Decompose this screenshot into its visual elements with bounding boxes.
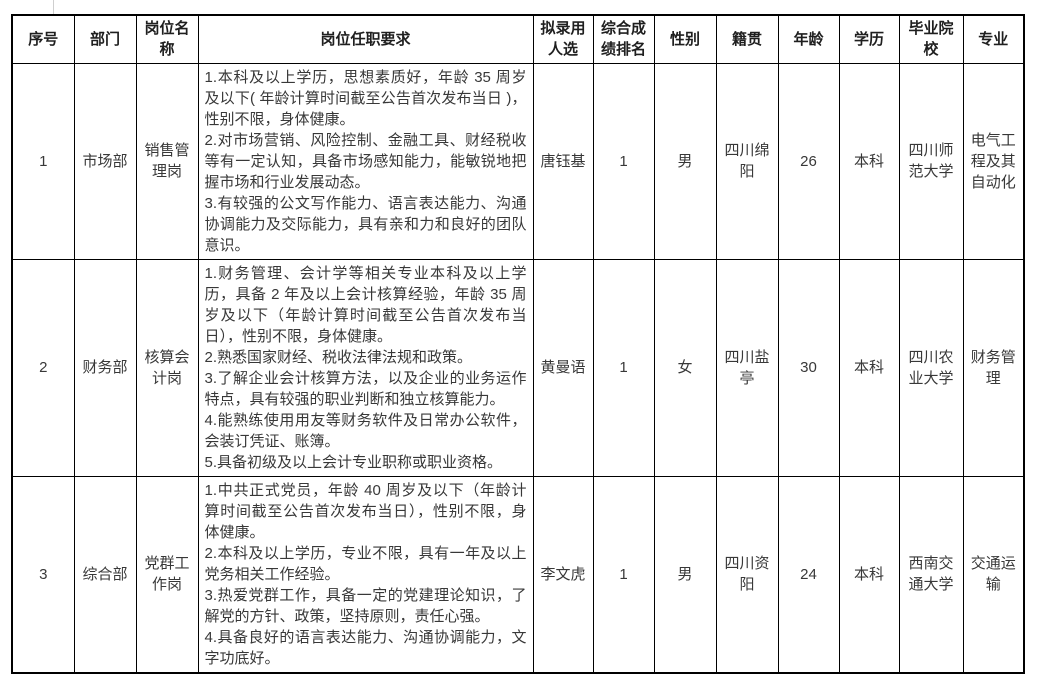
cell-candidate: 黄曼语 — [532, 258, 594, 477]
cell-index: 2 — [11, 258, 75, 477]
table-body: 1 市场部 销售管理岗 1.本科及以上学历，思想素质好，年龄 35 周岁及以下( 年龄… — [11, 62, 1025, 673]
col-header-position: 岗位名称 — [135, 14, 199, 64]
margin-guide-line — [53, 0, 54, 14]
table-row: 3 综合部 党群工作岗 1.中共正式党员，年龄 40 周岁及以下（年龄计算时间截至公告… — [11, 475, 1025, 673]
cell-dept: 市场部 — [73, 62, 137, 260]
requirement-item: 3.了解企业会计核算方法，以及企业的业务运作特点，具有较强的职业判断和独立核算能… — [204, 369, 527, 408]
col-header-dept: 部门 — [73, 14, 137, 64]
col-header-candidate: 拟录用人选 — [532, 14, 594, 64]
table-row: 1 市场部 销售管理岗 1.本科及以上学历，思想素质好，年龄 35 周岁及以下( 年龄… — [11, 62, 1025, 260]
requirement-item: 1.本科及以上学历，思想素质好，年龄 35 周岁及以下( 年龄计算时间截至公告首… — [204, 68, 527, 128]
cell-position: 党群工作岗 — [135, 475, 199, 673]
requirement-item: 2.本科及以上学历，专业不限，具有一年及以上党务相关工作经验。 — [204, 544, 527, 583]
requirement-item: 3.热爱党群工作，具备一定的党建理论知识，了解党的方针、政策，坚持原则，责任心强… — [204, 586, 527, 625]
cell-gender: 男 — [653, 62, 717, 260]
cell-position: 核算会计岗 — [135, 258, 199, 477]
cell-rank: 1 — [592, 62, 655, 260]
cell-rank: 1 — [592, 258, 655, 477]
col-header-hometown: 籍贯 — [715, 14, 779, 64]
cell-major: 交通运输 — [962, 475, 1025, 673]
cell-age: 30 — [777, 258, 840, 477]
cell-major: 电气工程及其自动化 — [962, 62, 1025, 260]
cell-education: 本科 — [838, 258, 900, 477]
col-header-index: 序号 — [11, 14, 75, 64]
cell-hometown: 四川资阳 — [715, 475, 779, 673]
col-header-major: 专业 — [962, 14, 1025, 64]
requirement-item: 1.中共正式党员，年龄 40 周岁及以下（年龄计算时间截至公告首次发布当日），性… — [204, 481, 527, 541]
cell-dept: 综合部 — [73, 475, 137, 673]
cell-index: 3 — [11, 475, 75, 673]
requirement-item: 3.有较强的公文写作能力、语言表达能力、沟通协调能力及交际能力，具有亲和力和良好… — [204, 194, 527, 254]
cell-requirements: 1.财务管理、会计学等相关专业本科及以上学历，具备 2 年及以上会计核算经验，年… — [197, 258, 534, 477]
cell-hometown: 四川绵阳 — [715, 62, 779, 260]
col-header-school: 毕业院校 — [898, 14, 964, 64]
col-header-education: 学历 — [838, 14, 900, 64]
cell-candidate: 李文虎 — [532, 475, 594, 673]
cell-rank: 1 — [592, 475, 655, 673]
requirement-item: 5.具备初级及以上会计专业职称或职业资格。 — [204, 453, 503, 471]
cell-gender: 男 — [653, 475, 717, 673]
cell-position: 销售管理岗 — [135, 62, 199, 260]
cell-age: 24 — [777, 475, 840, 673]
requirement-item: 2.对市场营销、风险控制、金融工具、财经税收等有一定认知，具备市场感知能力，能敏… — [204, 131, 527, 191]
requirement-item: 2.熟悉国家财经、税收法律法规和政策。 — [204, 348, 473, 366]
col-header-age: 年龄 — [777, 14, 840, 64]
cell-dept: 财务部 — [73, 258, 137, 477]
cell-requirements: 1.中共正式党员，年龄 40 周岁及以下（年龄计算时间截至公告首次发布当日），性… — [197, 475, 534, 673]
cell-requirements: 1.本科及以上学历，思想素质好，年龄 35 周岁及以下( 年龄计算时间截至公告首… — [197, 62, 534, 260]
col-header-gender: 性别 — [653, 14, 717, 64]
cell-school: 西南交通大学 — [898, 475, 964, 673]
cell-age: 26 — [777, 62, 840, 260]
table-row: 2 财务部 核算会计岗 1.财务管理、会计学等相关专业本科及以上学历，具备 2 年及以… — [11, 258, 1025, 477]
requirement-item: 4.具备良好的语言表达能力、沟通协调能力，文字功底好。 — [204, 628, 527, 667]
cell-gender: 女 — [653, 258, 717, 477]
recruitment-table: 序号 部门 岗位名称 岗位任职要求 拟录用人选 综合成绩排名 性别 籍贯 年龄 学历 毕业院校 专业 … — [11, 14, 1025, 674]
requirement-item: 4.能熟练使用用友等财务软件及日常办公软件，会装订凭证、账簿。 — [204, 411, 527, 450]
cell-hometown: 四川盐亭 — [715, 258, 779, 477]
cell-candidate: 唐钰基 — [532, 62, 594, 260]
table-head: 序号 部门 岗位名称 岗位任职要求 拟录用人选 综合成绩排名 性别 籍贯 年龄 学历 毕业院校 专业 — [11, 14, 1025, 64]
cell-major: 财务管理 — [962, 258, 1025, 477]
cell-index: 1 — [11, 62, 75, 260]
requirement-item: 1.财务管理、会计学等相关专业本科及以上学历，具备 2 年及以上会计核算经验，年… — [204, 264, 527, 345]
col-header-requirements: 岗位任职要求 — [197, 14, 534, 64]
cell-school: 四川农业大学 — [898, 258, 964, 477]
header-row: 序号 部门 岗位名称 岗位任职要求 拟录用人选 综合成绩排名 性别 籍贯 年龄 学历 毕业院校 专业 — [11, 14, 1025, 64]
col-header-rank: 综合成绩排名 — [592, 14, 655, 64]
cell-education: 本科 — [838, 475, 900, 673]
cell-education: 本科 — [838, 62, 900, 260]
cell-school: 四川师范大学 — [898, 62, 964, 260]
